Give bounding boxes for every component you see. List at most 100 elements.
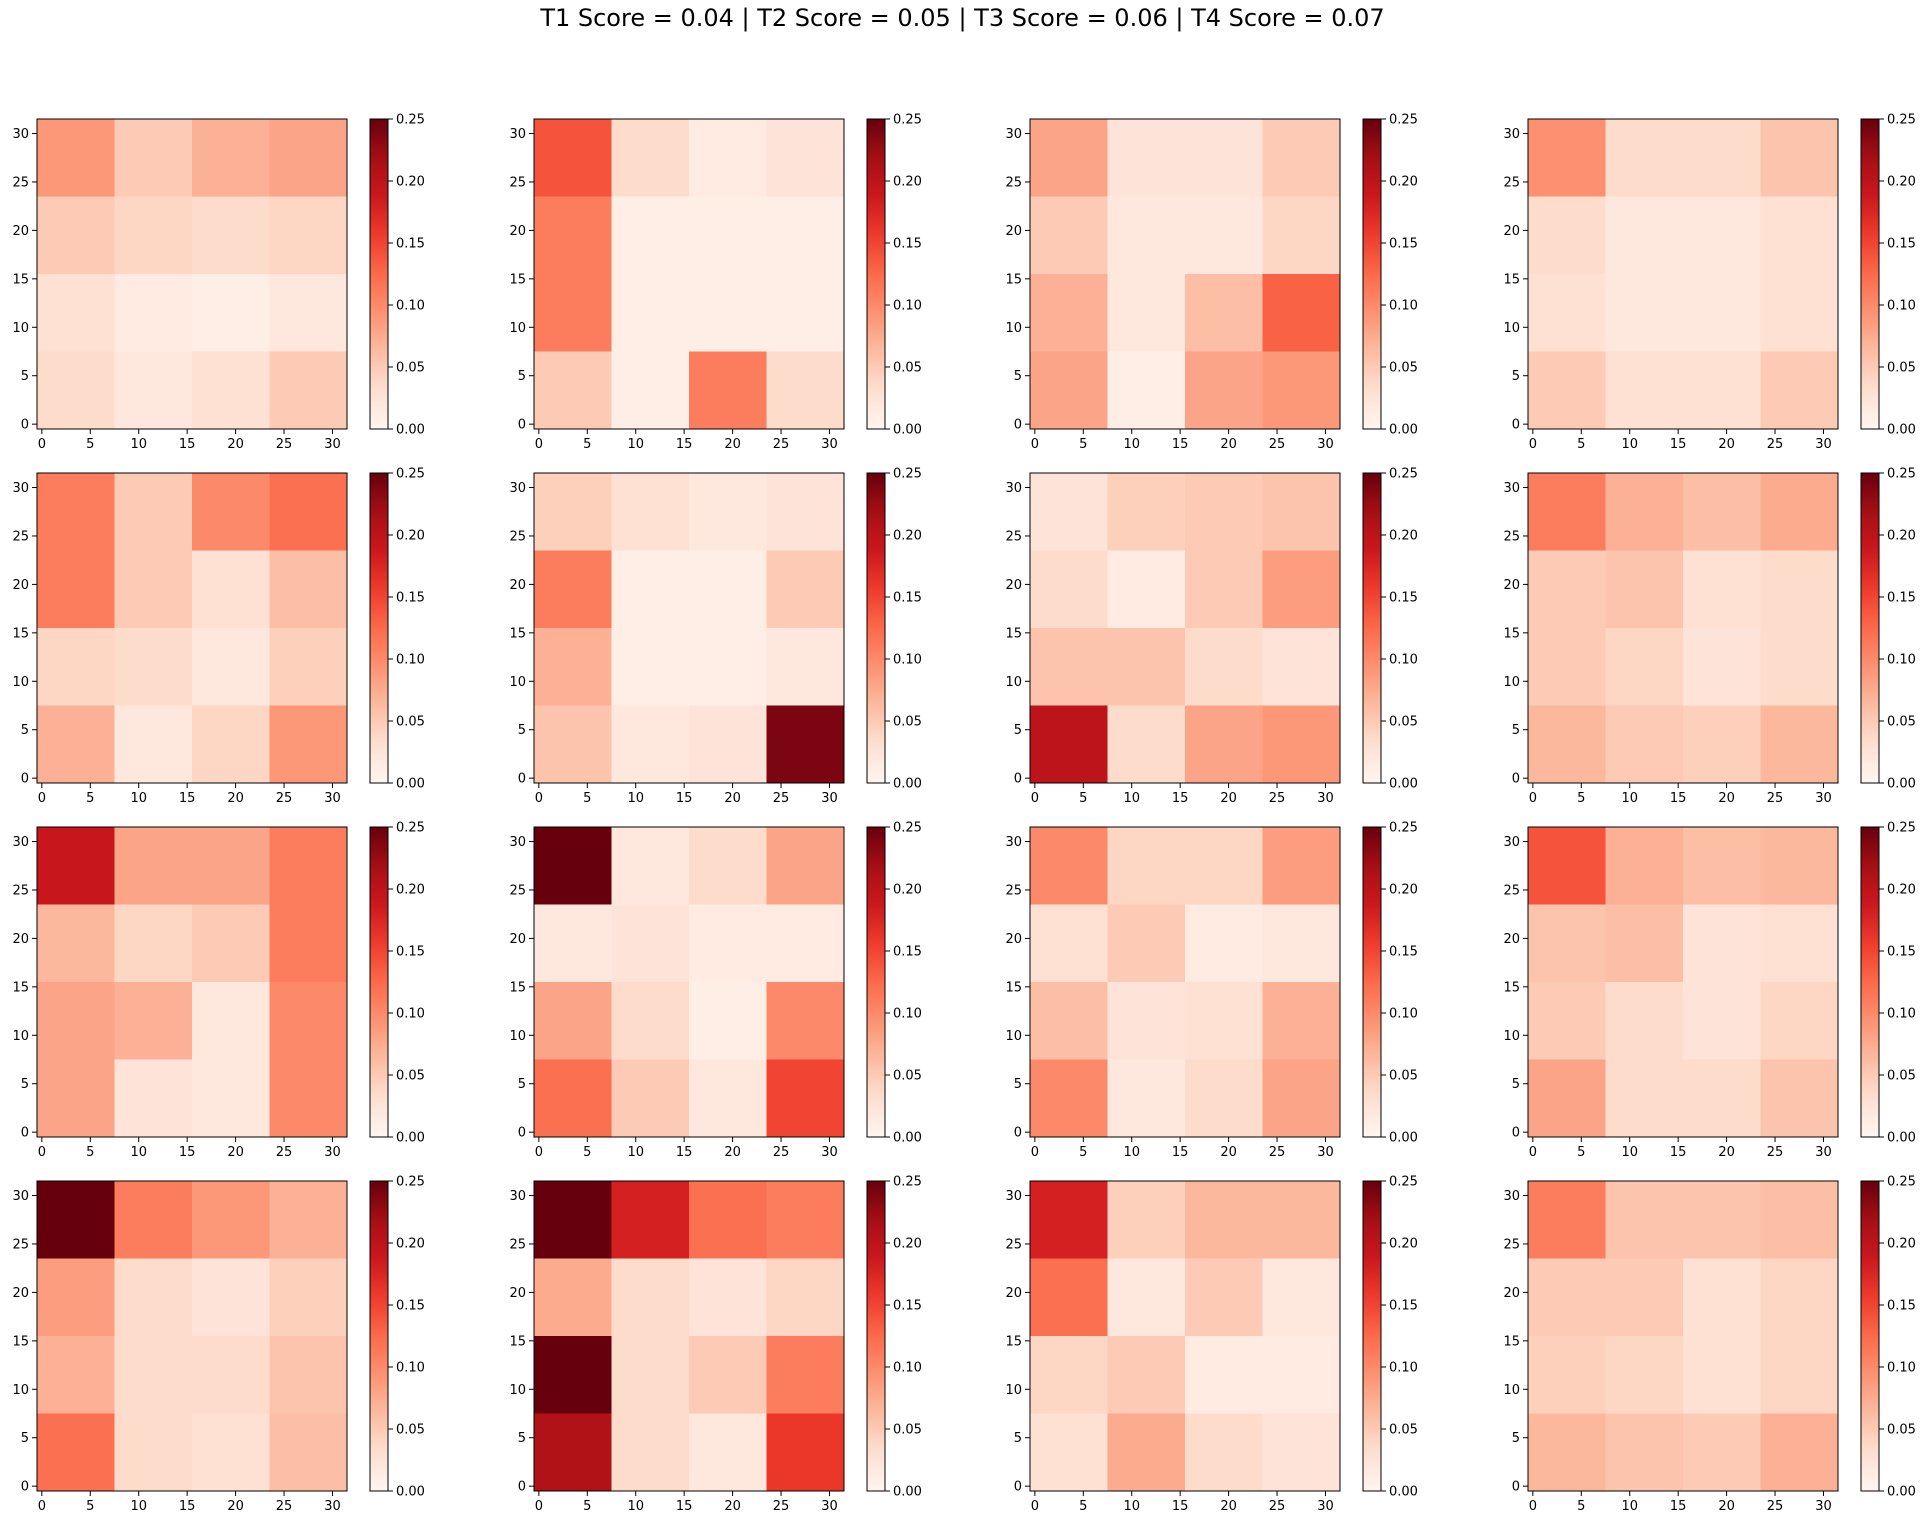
heatmap-cell-p3-r1-c2 (1683, 196, 1761, 275)
x-tick-label-10-20: 20 (1220, 1145, 1237, 1160)
y-tick-label-11-20: 20 (1503, 932, 1520, 947)
y-tick-label-3-25: 25 (1503, 175, 1520, 190)
colorbar-tick-label-5-4: 0.20 (893, 529, 922, 544)
x-tick-label-8-20: 20 (227, 1145, 244, 1160)
colorbar-7 (1860, 472, 1880, 784)
colorbar-tick-label-2-5: 0.25 (1389, 113, 1418, 128)
heatmap-cell-p0-r3-c2 (192, 351, 270, 430)
colorbar-tick-label-13-5: 0.25 (893, 1175, 922, 1190)
heatmap-cell-p7-r1-c1 (1605, 550, 1684, 629)
heatmap-cell-p5-r2-c3 (766, 628, 845, 706)
y-tick-label-15-25: 25 (1503, 1237, 1520, 1252)
colorbar-tick-label-12-3: 0.15 (396, 1299, 425, 1314)
y-tick-label-2-0: 0 (1014, 418, 1022, 433)
heatmap-frame-4 (36, 472, 348, 784)
heatmap-cell-p10-r2-c2 (1185, 982, 1263, 1060)
x-tick-label-13-15: 15 (676, 1499, 693, 1514)
heatmap-cell-p0-r0-c1 (114, 119, 193, 197)
heatmap-cell-p1-r3-c3 (766, 351, 845, 430)
y-tick-label-4-10: 10 (12, 675, 29, 690)
heatmap-cell-p5-r3-c2 (689, 705, 767, 784)
colorbar-tick-label-2-0: 0.00 (1389, 423, 1418, 438)
heatmap-frame-13 (533, 1180, 845, 1492)
x-tick-label-0-25: 25 (276, 437, 293, 452)
heatmap-cell-p2-r2-c1 (1107, 274, 1186, 352)
heatmap-cell-p13-r0-c3 (766, 1181, 845, 1259)
y-tick-label-1-20: 20 (509, 224, 526, 239)
heatmap-cell-p12-r0-c1 (114, 1181, 193, 1259)
x-tick-label-6-30: 30 (1317, 791, 1334, 806)
y-tick-label-0-20: 20 (12, 224, 29, 239)
heatmap-cell-p14-r0-c0 (1030, 1181, 1108, 1259)
x-tick-label-2-5: 5 (1079, 437, 1087, 452)
heatmap-cell-p15-r3-c1 (1605, 1413, 1684, 1492)
colorbar-5 (866, 472, 886, 784)
heatmap-cell-p9-r0-c3 (766, 827, 845, 905)
y-tick-label-14-0: 0 (1014, 1480, 1022, 1495)
x-tick-label-14-15: 15 (1172, 1499, 1189, 1514)
heatmap-cell-p5-r3-c3 (766, 705, 845, 784)
colorbar-tick-label-2-4: 0.20 (1389, 175, 1418, 190)
x-tick-label-3-15: 15 (1670, 437, 1687, 452)
heatmap-cell-p7-r3-c3 (1760, 705, 1839, 784)
y-tick-label-11-10: 10 (1503, 1029, 1520, 1044)
y-tick-label-9-10: 10 (509, 1029, 526, 1044)
heatmap-cell-p2-r3-c2 (1185, 351, 1263, 430)
heatmap-cell-p0-r0-c0 (37, 119, 115, 197)
y-tick-label-4-15: 15 (12, 626, 29, 641)
x-tick-label-4-10: 10 (130, 791, 147, 806)
x-tick-label-13-25: 25 (773, 1499, 790, 1514)
heatmap-cell-p2-r0-c0 (1030, 119, 1108, 197)
heatmap-cell-p1-r3-c1 (611, 351, 690, 430)
y-tick-label-10-25: 25 (1005, 883, 1022, 898)
heatmap-cell-p7-r3-c2 (1683, 705, 1761, 784)
y-tick-label-4-20: 20 (12, 578, 29, 593)
y-tick-label-5-0: 0 (518, 772, 526, 787)
x-tick-label-2-15: 15 (1172, 437, 1189, 452)
colorbar-tick-label-11-2: 0.10 (1887, 1007, 1916, 1022)
heatmap-cell-p4-r1-c1 (114, 550, 193, 629)
x-tick-label-11-10: 10 (1621, 1145, 1638, 1160)
heatmap-cell-p6-r0-c3 (1262, 473, 1341, 551)
heatmap-cell-p14-r2-c1 (1107, 1336, 1186, 1414)
heatmap-cell-p4-r3-c1 (114, 705, 193, 784)
colorbar-tick-label-9-4: 0.20 (893, 883, 922, 898)
heatmap-cell-p9-r1-c3 (766, 904, 845, 983)
heatmap-cell-p9-r1-c1 (611, 904, 690, 983)
heatmap-cell-p13-r3-c3 (766, 1413, 845, 1492)
y-tick-label-9-0: 0 (518, 1126, 526, 1141)
heatmap-cell-p3-r3-c3 (1760, 351, 1839, 430)
x-tick-label-13-30: 30 (821, 1499, 838, 1514)
x-tick-label-15-15: 15 (1670, 1499, 1687, 1514)
y-tick-label-3-10: 10 (1503, 321, 1520, 336)
x-tick-label-7-30: 30 (1815, 791, 1832, 806)
x-tick-label-12-0: 0 (38, 1499, 46, 1514)
heatmap-cell-p2-r2-c3 (1262, 274, 1341, 352)
heatmap-cell-p11-r1-c2 (1683, 904, 1761, 983)
x-tick-label-1-30: 30 (821, 437, 838, 452)
heatmap-cell-p9-r3-c1 (611, 1059, 690, 1138)
y-tick-label-15-30: 30 (1503, 1189, 1520, 1204)
heatmap-cell-p8-r2-c2 (192, 982, 270, 1060)
colorbar-tick-label-4-3: 0.15 (396, 591, 425, 606)
heatmap-cell-p2-r1-c1 (1107, 196, 1186, 275)
y-tick-label-9-20: 20 (509, 932, 526, 947)
heatmap-cell-p11-r3-c1 (1605, 1059, 1684, 1138)
colorbar-tick-label-0-2: 0.10 (396, 299, 425, 314)
heatmap-frame-14 (1029, 1180, 1341, 1492)
y-tick-label-13-10: 10 (509, 1383, 526, 1398)
heatmap-cell-p10-r3-c0 (1030, 1059, 1108, 1138)
x-tick-label-12-10: 10 (130, 1499, 147, 1514)
heatmap-cell-p0-r1-c1 (114, 196, 193, 275)
colorbar-15 (1860, 1180, 1880, 1492)
heatmap-cell-p14-r2-c2 (1185, 1336, 1263, 1414)
heatmap-cell-p1-r0-c1 (611, 119, 690, 197)
y-tick-label-0-30: 30 (12, 127, 29, 142)
x-tick-label-14-5: 5 (1079, 1499, 1087, 1514)
y-tick-label-1-25: 25 (509, 175, 526, 190)
heatmap-cell-p4-r3-c3 (269, 705, 348, 784)
heatmap-cell-p14-r3-c1 (1107, 1413, 1186, 1492)
y-tick-label-6-25: 25 (1005, 529, 1022, 544)
heatmap-cell-p14-r2-c3 (1262, 1336, 1341, 1414)
